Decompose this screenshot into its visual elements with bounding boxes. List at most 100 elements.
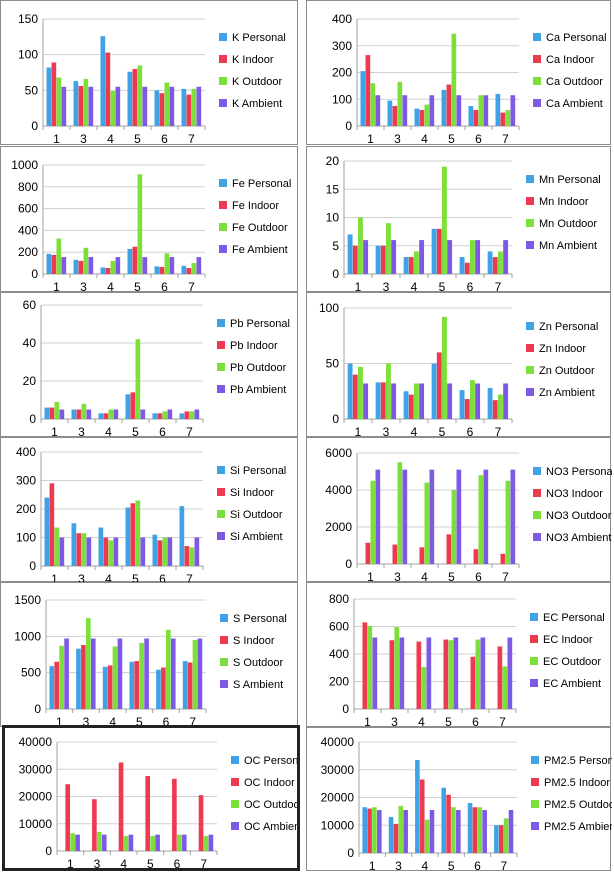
legend-swatch-indoor [526, 344, 534, 352]
chart-panel-mn: 0 5 10 15 20 1 3 4 5 6 7 Mn Personal Mn Indoor Mn Out… [306, 146, 611, 293]
bar-personal [414, 108, 420, 126]
bar-outdoor [54, 401, 60, 419]
y-tick-label: 20 [23, 374, 37, 388]
legend-label-indoor: S Indoor [233, 635, 275, 647]
x-tick-label: 5 [132, 572, 139, 583]
legend-swatch-indoor [217, 341, 225, 349]
x-tick-label: 1 [369, 859, 376, 872]
x-tick-label: 3 [80, 132, 87, 146]
y-tick-label: 10 [326, 211, 340, 225]
bar-ambient [142, 86, 148, 126]
x-tick-label: 7 [189, 715, 196, 728]
bar-personal [375, 245, 381, 274]
x-tick-label: 1 [367, 132, 374, 146]
bar-outdoor [372, 807, 377, 853]
legend-swatch-outdoor [217, 363, 225, 371]
y-tick-label: 300 [332, 39, 352, 53]
bar-outdoor [424, 819, 430, 853]
legend-label-ambient: S Ambient [233, 679, 283, 691]
bar-indoor [365, 542, 371, 564]
x-tick-label: 4 [411, 280, 418, 293]
bar-personal [181, 265, 187, 274]
bar-ambient [482, 809, 487, 853]
y-tick-label: 0 [29, 559, 36, 573]
legend-swatch-ambient [219, 99, 227, 107]
y-tick-label: 200 [332, 66, 352, 80]
legend-label-personal: Fe Personal [232, 178, 291, 190]
bar-indoor [419, 109, 425, 126]
legend-label-outdoor: NO3 Outdoor [546, 510, 612, 522]
bar-indoor [198, 795, 204, 851]
bar-indoor [408, 257, 414, 274]
bar-personal [362, 807, 367, 853]
y-tick-label: 40000 [19, 735, 53, 749]
x-tick-label: 7 [186, 572, 193, 583]
legend-label-ambient: K Ambient [232, 98, 282, 110]
x-tick-label: 6 [161, 280, 168, 293]
x-tick-label: 3 [395, 859, 402, 872]
bar-personal [347, 234, 353, 274]
bar-personal [129, 661, 135, 709]
chart-svg: 0 100 200 300 400 1 3 4 5 6 7 Ca Personal Ca Indoor C… [332, 12, 607, 146]
bar-outdoor [394, 627, 400, 709]
legend-label-ambient: Zn Ambient [539, 387, 595, 399]
bar-outdoor [135, 339, 141, 419]
bar-outdoor [139, 642, 144, 709]
y-tick-label: 60 [23, 298, 37, 312]
bar-outdoor [442, 166, 447, 274]
bar-indoor [81, 645, 86, 709]
x-tick-label: 3 [383, 280, 390, 293]
legend-swatch-personal [217, 319, 225, 327]
bar-ambient [456, 469, 462, 564]
bar-ambient [128, 834, 134, 851]
bar-ambient [75, 834, 80, 851]
bar-outdoor [414, 251, 419, 274]
bar-outdoor [397, 462, 403, 564]
bar-ambient [483, 469, 489, 564]
bar-indoor [161, 667, 166, 709]
bar-ambient [419, 383, 425, 419]
legend-label-ambient: Fe Ambient [232, 244, 288, 256]
legend-label-personal: Zn Personal [539, 321, 598, 333]
bar-ambient [86, 409, 92, 419]
legend-swatch-indoor [531, 778, 539, 786]
bar-ambient [429, 95, 435, 126]
legend-label-ambient: OC Ambient [244, 821, 297, 833]
bar-indoor [92, 799, 97, 851]
y-tick-label: 0 [345, 557, 352, 571]
y-tick-label: 200 [18, 245, 38, 259]
bar-indoor [187, 662, 193, 709]
bar-personal [102, 666, 108, 709]
bar-ambient [453, 637, 459, 709]
bar-personal [49, 666, 55, 709]
bar-indoor [130, 392, 136, 419]
y-tick-label: 200 [16, 502, 36, 516]
y-tick-label: 0 [31, 267, 38, 281]
bar-indoor [362, 622, 368, 709]
bar-outdoor [397, 81, 403, 126]
x-tick-label: 6 [472, 715, 479, 728]
legend-label-personal: S Personal [233, 613, 287, 625]
bar-personal [125, 507, 131, 566]
legend-swatch-ambient [220, 680, 228, 688]
bar-personal [156, 669, 161, 709]
bar-outdoor [166, 629, 171, 709]
bar-personal [182, 661, 188, 709]
x-tick-label: 3 [394, 132, 401, 146]
x-tick-label: 3 [78, 425, 85, 438]
bar-indoor [352, 245, 358, 274]
bar-indoor [492, 400, 498, 419]
legend-swatch-outdoor [219, 223, 227, 231]
bar-ambient [377, 809, 382, 853]
bar-outdoor [451, 490, 457, 564]
x-tick-label: 4 [105, 572, 112, 583]
y-tick-label: 300 [16, 474, 36, 488]
legend-swatch-personal [526, 322, 534, 330]
bar-personal [459, 390, 465, 419]
bar-outdoor [498, 394, 503, 419]
bar-indoor [464, 262, 470, 274]
legend-swatch-outdoor [217, 510, 225, 518]
bar-ambient [113, 409, 119, 419]
x-tick-label: 1 [355, 425, 362, 438]
bar-personal [127, 71, 133, 126]
